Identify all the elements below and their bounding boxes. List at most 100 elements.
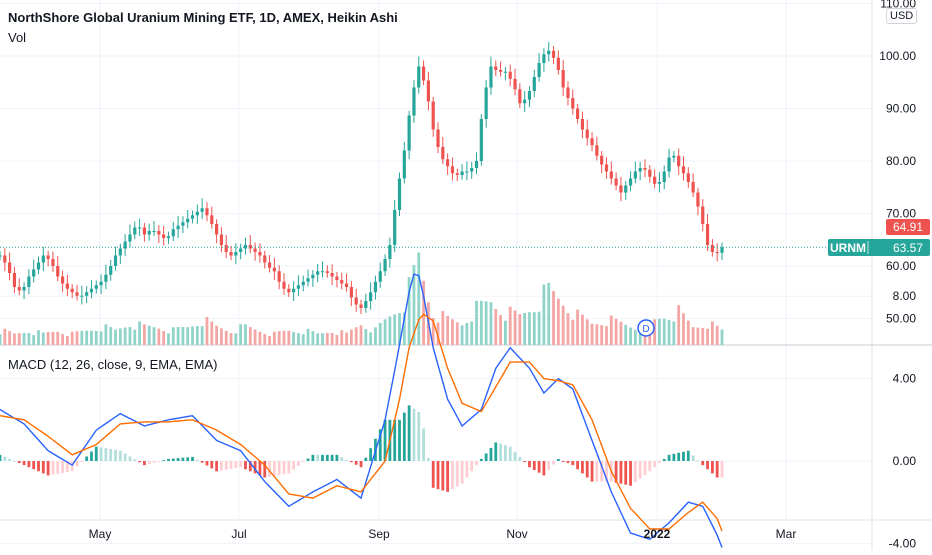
candle-body <box>388 245 392 259</box>
volume-bar <box>504 320 507 345</box>
histogram-bar <box>513 451 517 461</box>
volume-legend: Vol <box>8 30 27 45</box>
candle-body <box>248 245 252 249</box>
volume-bar <box>13 333 16 345</box>
volume-bar <box>306 328 310 345</box>
price-tick-label: 70.00 <box>886 207 916 221</box>
candle-body <box>325 271 329 273</box>
candle-body <box>85 292 89 296</box>
time-axis[interactable]: May Jul Sep Nov 2022 Mar <box>89 527 797 541</box>
histogram-bar <box>581 461 584 474</box>
histogram-bar <box>258 461 262 476</box>
histogram-bar <box>556 458 560 461</box>
candle-body <box>104 274 108 282</box>
ticker-label: URNM <box>830 241 866 255</box>
candle-body <box>653 176 657 184</box>
histogram-bar <box>104 448 108 461</box>
candle-body <box>267 262 272 268</box>
histogram-bar <box>686 450 690 461</box>
histogram-bar <box>701 461 705 466</box>
volume-bar <box>523 312 527 345</box>
histogram-bar <box>624 461 628 485</box>
candle-body <box>133 227 137 235</box>
histogram-bar <box>147 461 151 464</box>
candle-body <box>162 234 166 238</box>
histogram-bar <box>297 461 300 466</box>
volume-bar <box>581 314 584 345</box>
histogram-bar <box>547 461 551 470</box>
currency-button[interactable]: USD <box>886 8 918 24</box>
volume-bar <box>465 323 469 345</box>
histogram-bar <box>32 461 36 470</box>
candle-body <box>272 267 276 272</box>
volume-bar <box>518 314 522 345</box>
candle-body <box>710 245 714 252</box>
volume-bar <box>513 310 517 345</box>
volume-bar <box>234 333 238 345</box>
chart-title: NorthShore Global Uranium Mining ETF, 1D… <box>8 10 398 25</box>
volume-bar <box>152 327 156 345</box>
histogram-bar <box>340 457 344 461</box>
histogram-bar <box>75 461 79 467</box>
macd-histogram <box>0 405 724 492</box>
histogram-bar <box>465 461 469 478</box>
volume-bar <box>17 333 21 345</box>
histogram-bar <box>287 461 291 474</box>
volume-bar <box>393 314 397 345</box>
candle-body <box>619 185 623 193</box>
histogram-bar <box>677 452 681 461</box>
candle-body <box>628 178 633 186</box>
volume-bar <box>388 316 392 345</box>
volume-bar <box>70 331 74 345</box>
histogram-bar <box>171 458 175 461</box>
volume-bar <box>321 333 324 345</box>
volume-bar <box>484 301 488 345</box>
histogram-bar <box>268 461 271 477</box>
histogram-bar <box>56 461 60 474</box>
candle-body <box>479 119 483 161</box>
histogram-bar <box>253 461 257 474</box>
histogram-bar <box>648 461 652 472</box>
volume-bar <box>176 327 180 345</box>
histogram-bar <box>224 461 228 470</box>
volume-bar <box>494 308 498 345</box>
candle-body <box>89 288 94 293</box>
volume-bar <box>330 333 334 345</box>
time-tick-label: Mar <box>776 527 797 541</box>
volume-bar <box>354 327 358 345</box>
histogram-bar <box>162 460 166 462</box>
candle-body <box>513 78 517 90</box>
dividend-marker[interactable]: D <box>637 319 655 337</box>
histogram-bar <box>542 461 546 476</box>
histogram-bar <box>138 461 141 463</box>
volume-bar <box>200 326 204 345</box>
histogram-bar <box>167 458 170 461</box>
candle-body <box>547 50 551 55</box>
volume-bar <box>51 331 55 345</box>
candle-body <box>205 208 209 216</box>
candle-body <box>263 255 267 263</box>
volume-bar <box>547 282 551 345</box>
candle-body <box>393 210 397 245</box>
candle-body <box>8 262 12 273</box>
signal-line <box>0 313 723 532</box>
candle-body <box>200 208 204 212</box>
histogram-bar <box>349 461 353 463</box>
histogram-bar <box>345 459 348 461</box>
candle-body <box>27 276 31 287</box>
histogram-bar <box>234 461 238 469</box>
volume-bar <box>349 329 353 345</box>
histogram-bar <box>451 461 454 490</box>
volume-bar <box>537 311 541 345</box>
candle-body <box>417 66 421 88</box>
candle-body <box>556 57 560 70</box>
volume-bar <box>619 321 623 345</box>
histogram-bar <box>37 461 40 472</box>
histogram-bar <box>181 457 185 461</box>
volume-bar <box>566 313 570 345</box>
volume-bar <box>542 284 546 345</box>
candle-body <box>56 266 60 277</box>
volume-bar <box>263 334 267 345</box>
